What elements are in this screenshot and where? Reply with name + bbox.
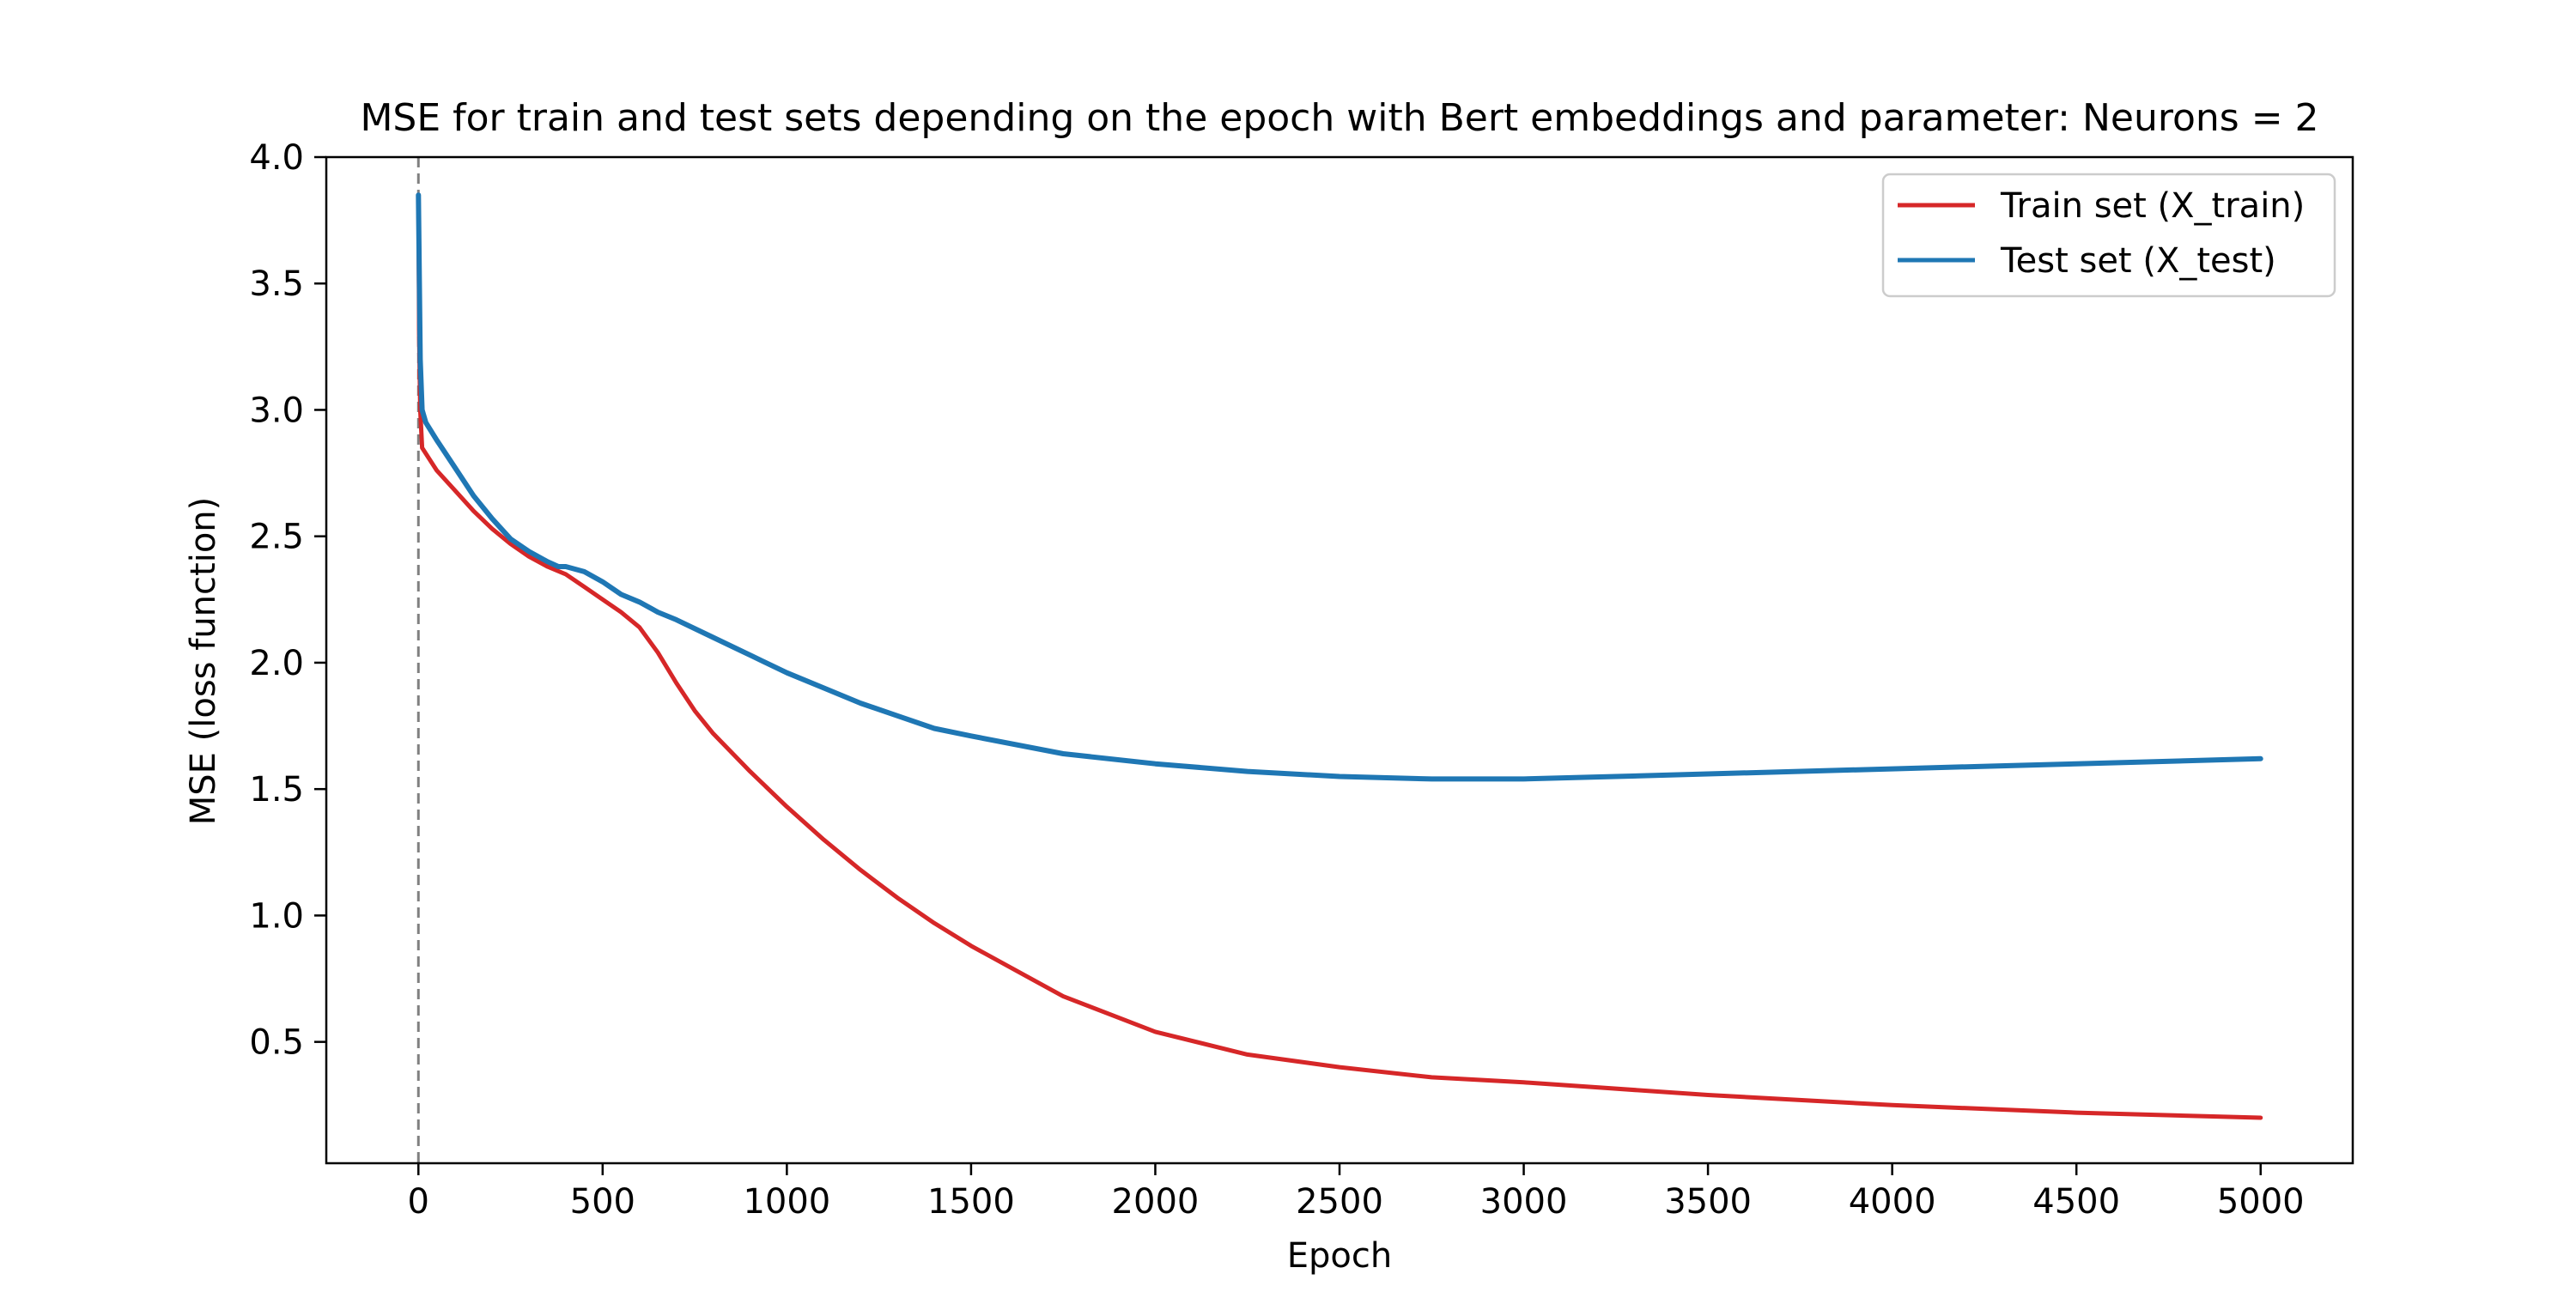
y-tick-label: 0.5 [249,1023,304,1063]
y-tick-label: 4.0 [249,138,304,178]
legend: Train set (X_train) Test set (X_test) [1881,173,2336,298]
series-line-test [416,192,2263,782]
legend-label-test: Test set (X_test) [2000,241,2276,281]
y-tick-label: 2.0 [249,644,304,683]
y-axis-label: MSE (loss function) [184,497,223,825]
x-axis-label: Epoch [1287,1236,1392,1276]
y-tick-label: 3.5 [249,264,304,304]
x-tick-label: 5000 [2217,1182,2305,1222]
x-tick-label: 1000 [743,1182,830,1222]
x-tick-label: 4000 [1849,1182,1936,1222]
legend-label-train: Train set (X_train) [2000,186,2305,226]
plot-area: 0 500 1000 1500 2000 2500 3000 3500 4000 4500 5000… [249,138,2354,1222]
axes-frame [325,155,2354,1165]
x-tick-label: 2500 [1296,1182,1383,1222]
x-tick-label: 4500 [2032,1182,2120,1222]
legend-frame [1881,173,2336,298]
y-tick-label: 1.5 [249,770,304,810]
x-tick-label: 1500 [927,1182,1015,1222]
y-tick-label: 1.0 [249,896,304,936]
series-line-train [416,192,2263,1120]
chart-title: MSE for train and test sets depending on… [360,96,2318,140]
x-tick-label: 0 [408,1182,429,1222]
x-tick-label: 2000 [1112,1182,1200,1222]
y-tick-label: 2.5 [249,518,304,557]
x-tick-label: 3000 [1480,1182,1568,1222]
x-tick-label: 3500 [1664,1182,1752,1222]
x-tick-label: 500 [570,1182,635,1222]
y-tick-label: 3.0 [249,391,304,430]
